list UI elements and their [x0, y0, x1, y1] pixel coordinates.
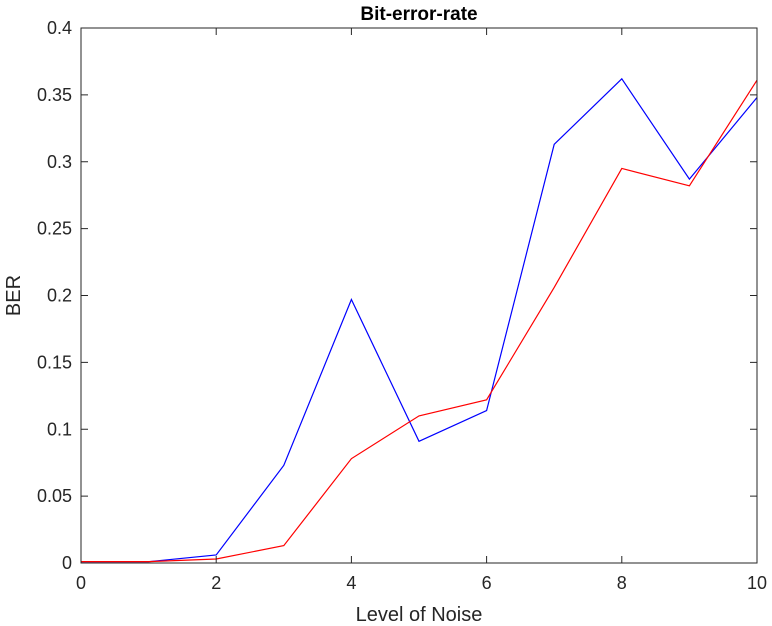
y-tick-label: 0.05	[37, 486, 72, 506]
y-axis-label: BER	[3, 275, 25, 316]
x-tick-label: 0	[76, 573, 86, 593]
plot-area	[81, 28, 757, 563]
y-tick-label: 0	[62, 553, 72, 573]
x-tick-label: 10	[747, 573, 767, 593]
x-tick-label: 4	[346, 573, 356, 593]
y-tick-label: 0.15	[37, 352, 72, 372]
x-axis-label: Level of Noise	[356, 604, 483, 626]
x-tick-label: 6	[482, 573, 492, 593]
y-tick-label: 0.4	[47, 18, 72, 38]
x-tick-label: 8	[617, 573, 627, 593]
red-series-line	[81, 79, 758, 563]
y-tick-label: 0.3	[47, 152, 72, 172]
y-tick-label: 0.1	[47, 419, 72, 439]
y-tick-label: 0.35	[37, 85, 72, 105]
x-tick-label: 2	[211, 573, 221, 593]
chart-title: Bit-error-rate	[360, 4, 477, 25]
y-tick-label: 0.2	[47, 286, 72, 306]
blue-series-line	[81, 77, 758, 563]
series-layer	[81, 77, 758, 563]
y-tick-label: 0.25	[37, 219, 72, 239]
tick-layer: 0 2 4 6 8 10 0 0.05 0.1 0.15 0.2 0.25 0.3 0.35 0.4	[37, 18, 767, 593]
